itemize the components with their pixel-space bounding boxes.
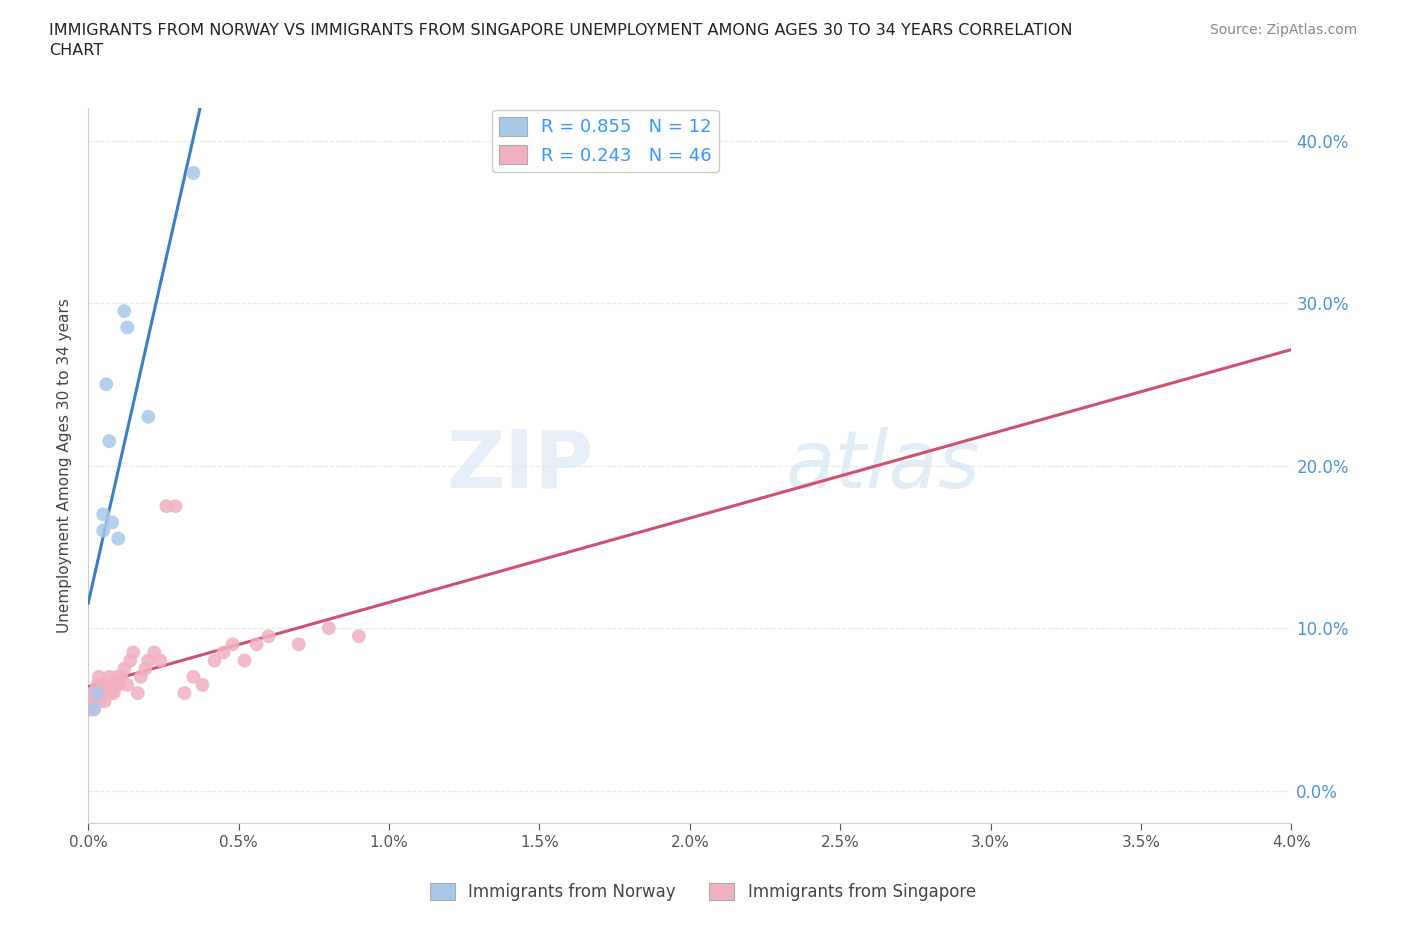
Point: [117, 678, 139, 693]
Point: [212, 645, 235, 660]
Point: [221, 637, 243, 652]
Point: [98, 670, 121, 684]
Point: [143, 645, 166, 660]
Point: [107, 678, 129, 693]
Point: [101, 515, 124, 530]
Point: [90, 685, 112, 700]
Point: [91, 523, 114, 538]
Point: [257, 629, 280, 644]
Point: [191, 678, 214, 693]
Point: [83, 694, 105, 709]
Y-axis label: Unemployment Among Ages 30 to 34 years: Unemployment Among Ages 30 to 34 years: [58, 299, 72, 633]
Point: [134, 661, 156, 676]
Point: [105, 670, 128, 684]
Legend: Immigrants from Norway, Immigrants from Singapore: Immigrants from Norway, Immigrants from …: [423, 876, 983, 908]
Point: [96, 685, 118, 700]
Text: IMMIGRANTS FROM NORWAY VS IMMIGRANTS FROM SINGAPORE UNEMPLOYMENT AMONG AGES 30 T: IMMIGRANTS FROM NORWAY VS IMMIGRANTS FRO…: [49, 23, 1073, 58]
Point: [100, 685, 122, 700]
Point: [98, 433, 121, 448]
Point: [89, 694, 111, 709]
Point: [287, 637, 309, 652]
Point: [82, 702, 104, 717]
Point: [155, 498, 177, 513]
Point: [149, 653, 172, 668]
Point: [136, 409, 159, 424]
Point: [347, 629, 370, 644]
Point: [80, 694, 103, 709]
Point: [183, 166, 205, 180]
Point: [204, 653, 226, 668]
Point: [91, 678, 114, 693]
Point: [83, 702, 105, 717]
Point: [103, 685, 125, 700]
Point: [96, 377, 118, 392]
Point: [120, 653, 142, 668]
Point: [86, 685, 108, 700]
Point: [112, 304, 135, 319]
Point: [173, 685, 195, 700]
Legend: R = 0.855   N = 12, R = 0.243   N = 46: R = 0.855 N = 12, R = 0.243 N = 46: [492, 110, 718, 172]
Point: [79, 702, 101, 717]
Point: [86, 678, 108, 693]
Point: [117, 320, 139, 335]
Point: [183, 670, 205, 684]
Point: [97, 678, 120, 693]
Point: [112, 661, 135, 676]
Text: atlas: atlas: [786, 427, 981, 505]
Point: [110, 670, 132, 684]
Point: [107, 531, 129, 546]
Point: [87, 670, 110, 684]
Point: [233, 653, 256, 668]
Point: [101, 678, 124, 693]
Point: [318, 620, 340, 635]
Point: [91, 507, 114, 522]
Point: [246, 637, 269, 652]
Point: [84, 685, 107, 700]
Point: [136, 653, 159, 668]
Point: [104, 678, 127, 693]
Point: [80, 685, 103, 700]
Point: [165, 498, 187, 513]
Text: Source: ZipAtlas.com: Source: ZipAtlas.com: [1209, 23, 1357, 37]
Point: [127, 685, 149, 700]
Text: ZIP: ZIP: [446, 427, 593, 505]
Point: [129, 670, 152, 684]
Point: [122, 645, 145, 660]
Point: [93, 694, 115, 709]
